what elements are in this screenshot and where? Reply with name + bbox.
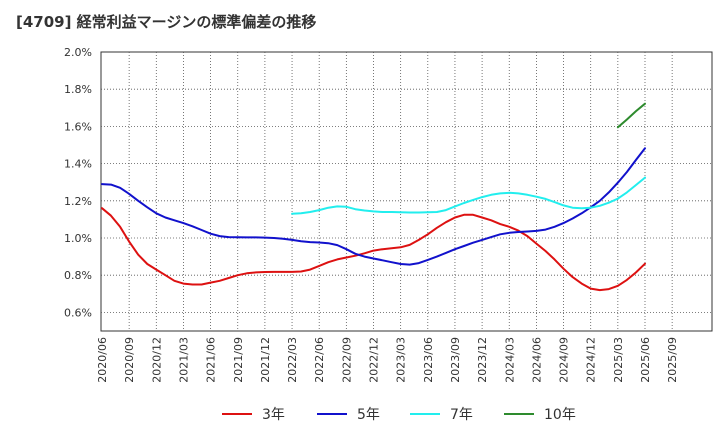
x-tick-label: 2024/06	[530, 337, 543, 383]
legend-label: 3年	[262, 407, 285, 423]
y-tick-label: 1.8%	[64, 83, 92, 96]
x-tick-label: 2020/09	[123, 337, 136, 383]
series-line	[291, 176, 646, 215]
x-tick-label: 2021/03	[177, 337, 190, 383]
plot-area	[100, 51, 713, 332]
y-tick-label: 0.8%	[64, 269, 92, 282]
series-line	[616, 102, 646, 129]
legend-label: 7年	[450, 407, 473, 423]
legend-label: 5年	[357, 407, 380, 423]
series-lines	[101, 102, 646, 292]
x-tick-label: 2023/06	[422, 337, 435, 383]
x-tick-label: 2025/06	[639, 337, 652, 383]
x-tick-label: 2021/12	[259, 337, 272, 383]
x-tick-label: 2021/09	[232, 337, 245, 383]
x-tick-label: 2022/12	[368, 337, 381, 383]
x-tick-label: 2025/09	[666, 337, 679, 383]
x-tick-label: 2021/06	[205, 337, 218, 383]
x-tick-label: 2024/03	[503, 337, 516, 383]
x-tick-label: 2024/12	[585, 337, 598, 383]
series-line	[101, 147, 646, 266]
x-tick-label: 2023/12	[476, 337, 489, 383]
x-tick-label: 2022/09	[340, 337, 353, 383]
y-tick-label: 1.0%	[64, 232, 92, 245]
x-tick-label: 2024/09	[558, 337, 571, 383]
x-tick-label: 2023/09	[449, 337, 462, 383]
y-tick-label: 2.0%	[64, 46, 92, 59]
x-tick-label: 2023/03	[395, 337, 408, 383]
y-tick-label: 1.2%	[64, 195, 92, 208]
x-tick-label: 2022/06	[313, 337, 326, 383]
y-tick-label: 0.6%	[64, 306, 92, 319]
legend: 3年 5年 7年 10年	[222, 407, 576, 423]
legend-label: 10年	[544, 407, 576, 423]
x-tick-label: 2025/03	[612, 337, 625, 383]
y-tick-label: 1.4%	[64, 158, 92, 171]
x-tick-label: 2022/03	[286, 337, 299, 383]
y-tick-label: 1.6%	[64, 120, 92, 133]
x-tick-label: 2020/12	[150, 337, 163, 383]
x-tick-label: 2020/06	[96, 337, 109, 383]
chart-title: [4709] 経常利益マージンの標準偏差の推移	[16, 13, 317, 31]
axis-labels: 0.6% 0.8% 1.0% 1.2% 1.4% 1.6% 1.8% 2.0% 2020/06 2…	[64, 46, 679, 383]
series-line	[101, 207, 646, 292]
